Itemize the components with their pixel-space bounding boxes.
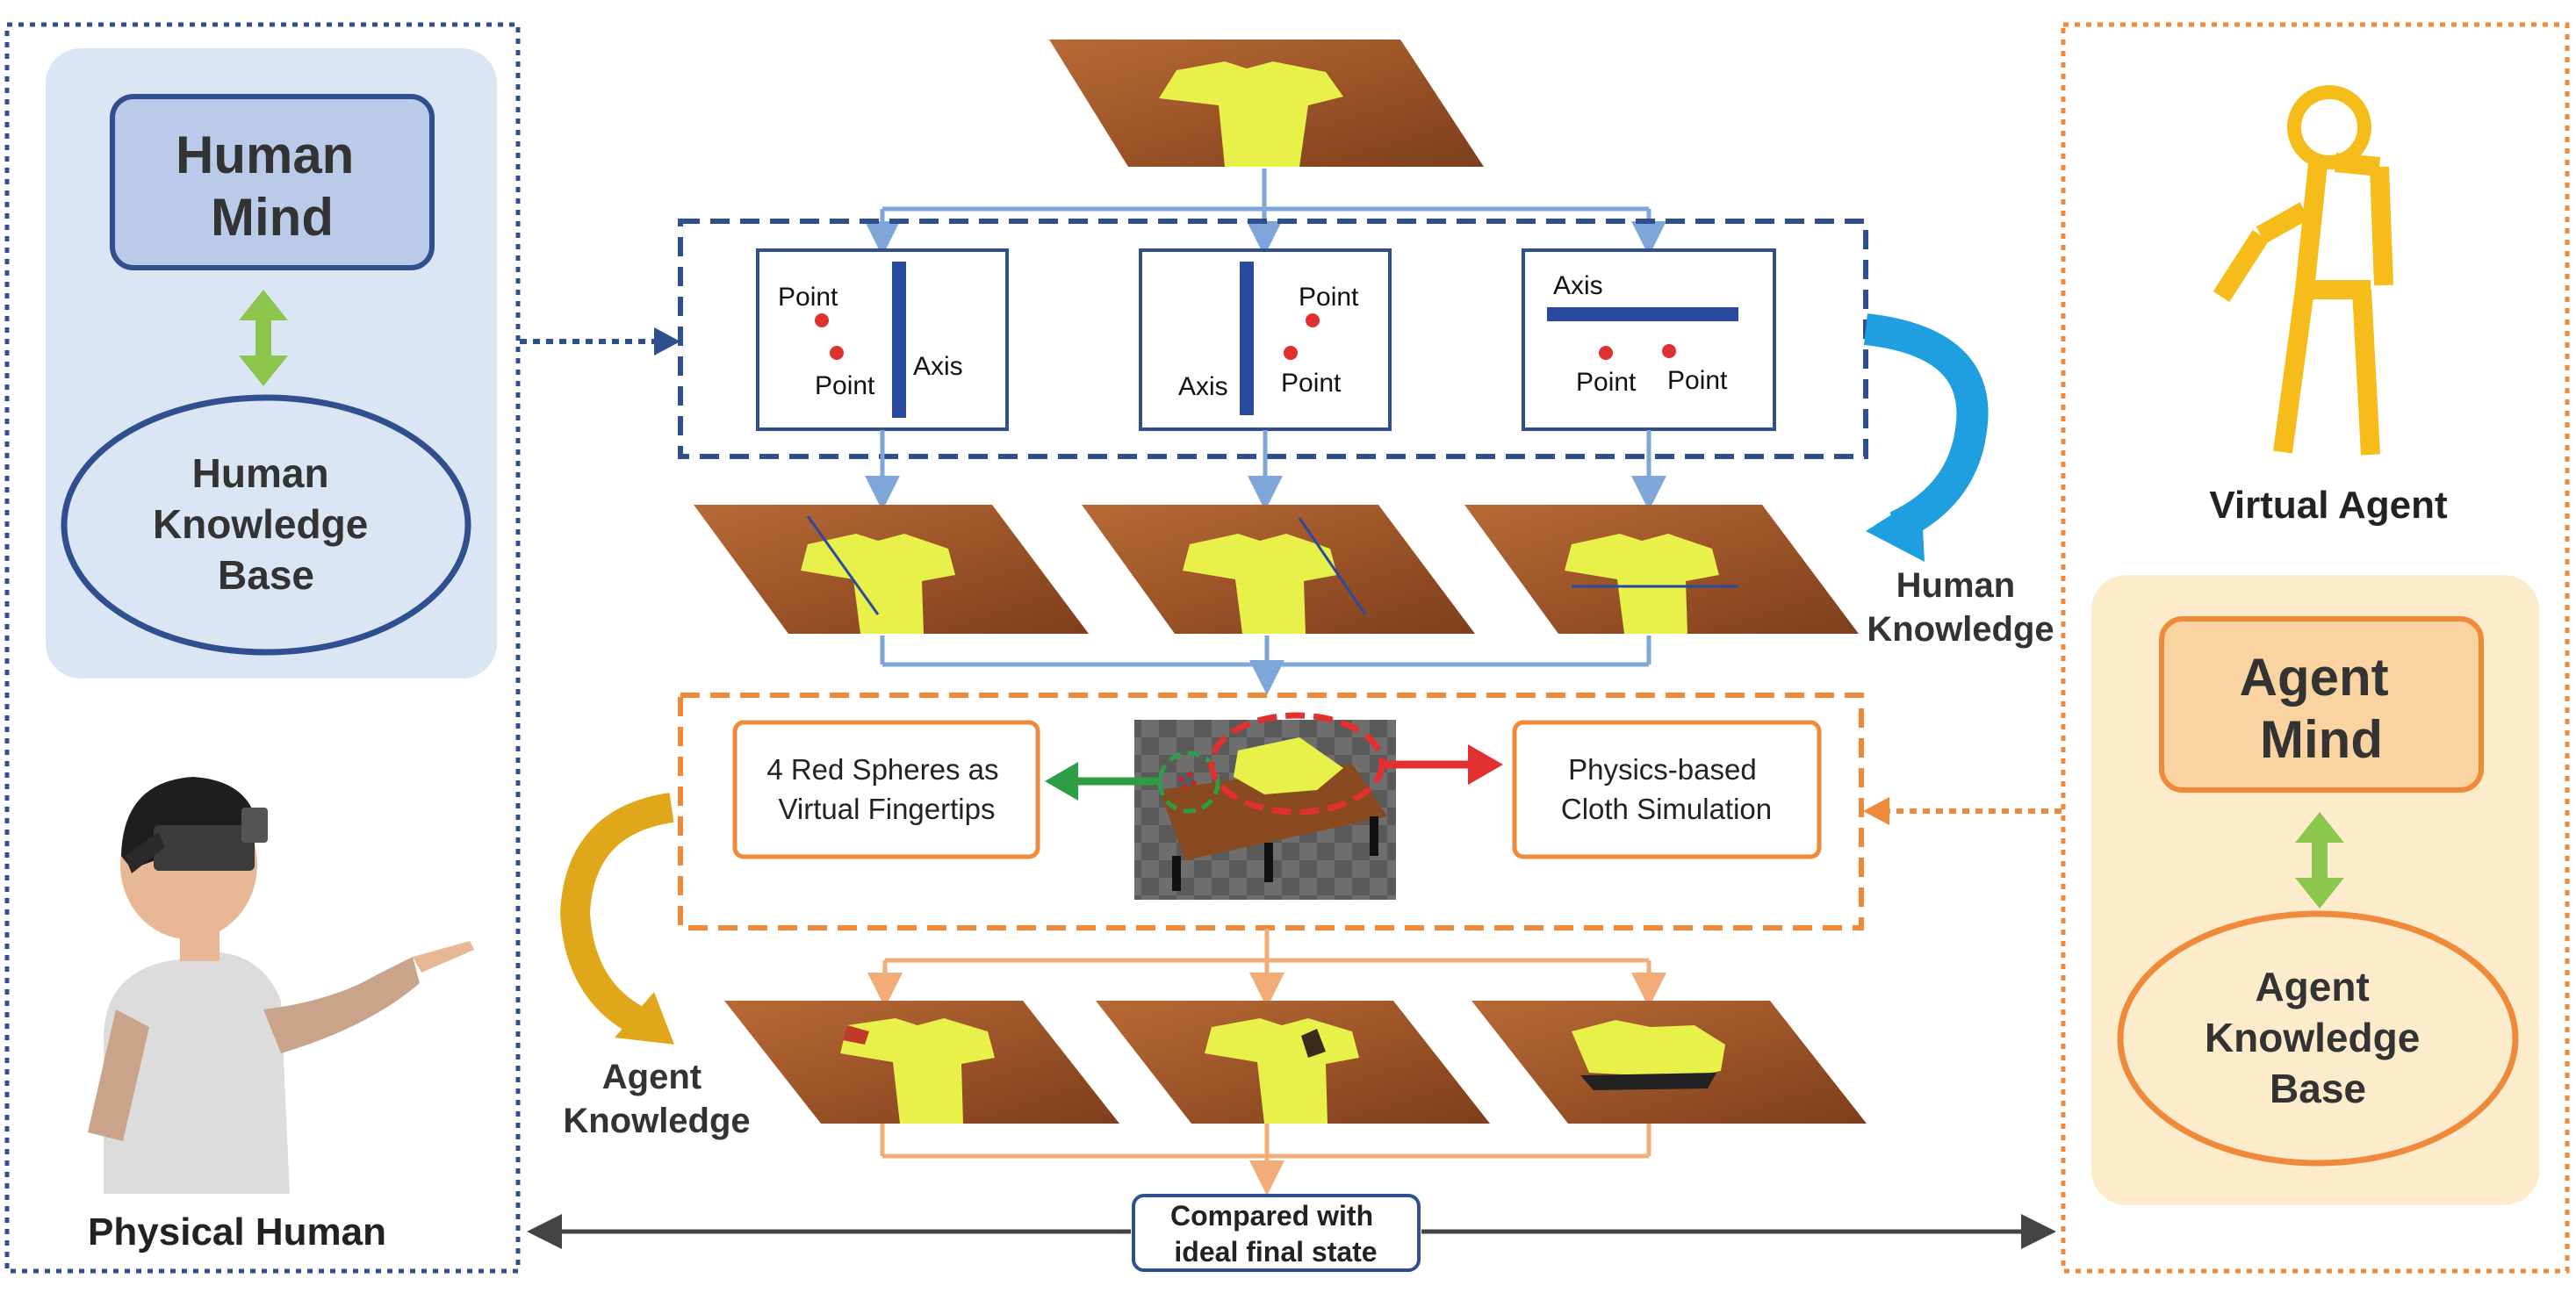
fold-point-2b bbox=[1284, 346, 1298, 360]
human-kb-ellipse bbox=[61, 394, 471, 656]
fold-box-1-point-top: Point bbox=[778, 283, 838, 312]
agent-execution-box bbox=[678, 693, 1864, 930]
fold-box-1-point-bottom: Point bbox=[815, 371, 875, 400]
agent-mind-box bbox=[2159, 616, 2484, 793]
fold-axis-2 bbox=[1240, 262, 1254, 415]
agent-knowledge-arrow bbox=[559, 793, 674, 1045]
stick-figure-agent-icon bbox=[2213, 85, 2393, 456]
simulation-screenshot bbox=[1134, 712, 1396, 900]
fold-to-shirt-arrows bbox=[865, 430, 1666, 511]
right-dotted-frame bbox=[2061, 22, 2570, 1274]
human-shirt-2 bbox=[1082, 505, 1475, 634]
red-spheres-box: 4 Red Spheres as Virtual Fingertips bbox=[732, 720, 1040, 859]
fold-point-1a bbox=[815, 313, 829, 327]
fold-box-1-axis: Axis bbox=[913, 352, 963, 381]
human-mind-box bbox=[110, 94, 435, 270]
virtual-agent-label: Virtual Agent bbox=[2209, 484, 2448, 527]
agent-kb-label: Agent Knowledge Base bbox=[2205, 964, 2431, 1111]
cloth-simulation-label: Physics-based Cloth Simulation bbox=[1561, 753, 1772, 825]
agent-mind-label: Agent Mind bbox=[2240, 648, 2404, 769]
human-knowledge-arrow bbox=[1863, 313, 1989, 562]
comparison-label: Compared with ideal final state bbox=[1170, 1200, 1381, 1268]
fingertip-arrow bbox=[1045, 762, 1161, 801]
fold-box-3: Axis Point Point bbox=[1522, 248, 1776, 431]
fold-box-3-point-left: Point bbox=[1576, 368, 1637, 397]
comparison-box: Compared with ideal final state bbox=[1132, 1194, 1421, 1272]
fold-axis-3 bbox=[1547, 307, 1738, 321]
simulation-arrow bbox=[1382, 744, 1503, 785]
human-shirt-3 bbox=[1464, 505, 1859, 634]
agent-shirt-3 bbox=[1471, 1001, 1867, 1124]
fold-box-2-point-bottom: Point bbox=[1281, 369, 1342, 398]
agent-to-execution-connector bbox=[1863, 797, 2062, 825]
fingertip-highlight bbox=[1157, 751, 1220, 814]
human-mind-label: Human Mind bbox=[176, 126, 369, 247]
fold-box-2-point-top: Point bbox=[1299, 283, 1359, 312]
fold-box-3-axis: Axis bbox=[1553, 271, 1603, 300]
fold-box-2: Point Point Axis bbox=[1139, 248, 1392, 431]
physical-human-label: Physical Human bbox=[88, 1210, 386, 1253]
agent-kb-ellipse bbox=[2117, 910, 2519, 1167]
cloth-simulation-box: Physics-based Cloth Simulation bbox=[1512, 720, 1822, 859]
agent-shirt-2 bbox=[1096, 1001, 1490, 1124]
initial-shirt-on-table bbox=[1049, 40, 1484, 167]
top-distribution-arrows bbox=[865, 169, 1666, 256]
human-to-instruction-connector bbox=[520, 327, 680, 356]
fold-point-1b bbox=[830, 346, 844, 360]
agent-result-shirt-row bbox=[724, 1001, 1867, 1124]
agent-mind-kb-double-arrow bbox=[2295, 812, 2344, 909]
fold-point-3a bbox=[1599, 346, 1613, 360]
human-shirt-1 bbox=[694, 505, 1089, 634]
red-spheres-label: 4 Red Spheres as Virtual Fingertips bbox=[766, 753, 1006, 825]
human-kb-label: Human Knowledge Base bbox=[153, 450, 379, 598]
agent-row-merge-arrows bbox=[880, 1124, 1651, 1196]
fold-point-3b bbox=[1662, 344, 1676, 358]
fold-box-3-point-right: Point bbox=[1667, 366, 1728, 395]
human-mind-kb-double-arrow bbox=[239, 290, 288, 386]
human-row-merge-arrows bbox=[880, 636, 1651, 695]
human-guided-shirt-row bbox=[694, 505, 1859, 634]
agent-distribution-arrows bbox=[867, 929, 1666, 1008]
left-dotted-frame bbox=[4, 22, 521, 1274]
human-knowledge-label: Human Knowledge bbox=[1867, 566, 2054, 649]
fold-box-1: Point Point Axis bbox=[756, 248, 1009, 431]
physical-human-panel: Human Mind Human Knowledge Base P bbox=[4, 22, 521, 1274]
agent-knowledge-label: Agent Knowledge bbox=[563, 1058, 750, 1140]
fold-point-2a bbox=[1306, 313, 1320, 327]
virtual-agent-panel: Virtual Agent Agent Mind Agent Knowledge… bbox=[2061, 22, 2570, 1274]
vr-user-figure bbox=[88, 777, 474, 1194]
fold-axis-1 bbox=[892, 262, 906, 418]
agent-shirt-1 bbox=[724, 1001, 1119, 1124]
fold-box-2-axis: Axis bbox=[1178, 372, 1228, 401]
